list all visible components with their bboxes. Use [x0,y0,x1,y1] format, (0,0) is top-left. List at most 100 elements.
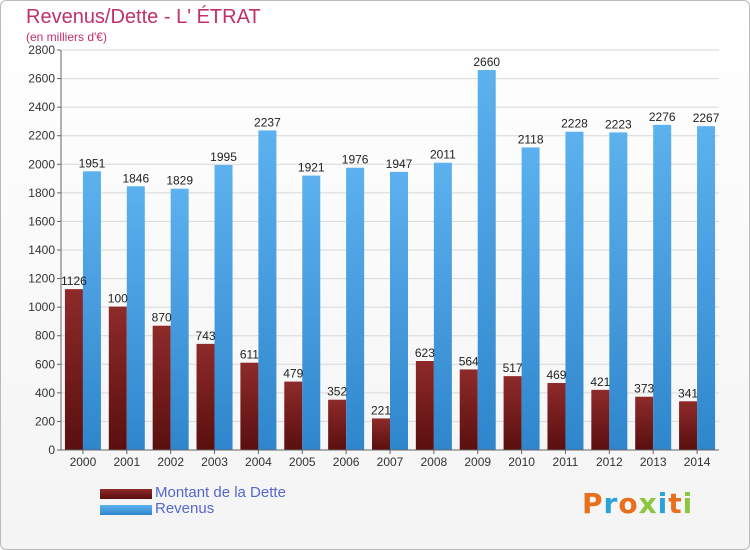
revenue-bar [565,131,584,450]
x-tick-label: 2001 [113,455,140,469]
y-tick-label: 1600 [28,214,55,228]
y-tick-label: 200 [35,414,55,428]
revenue-value-label: 1947 [386,157,413,171]
chart-subtitle: (en milliers d'€) [26,30,107,44]
revenue-value-label: 2118 [518,132,544,146]
debt-value-label: 469 [546,368,566,382]
revenue-bar [390,171,408,450]
revenue-bar [521,147,540,450]
revenue-value-label: 1951 [79,156,106,170]
debt-value-label: 352 [327,385,347,399]
revenue-value-label: 1921 [298,161,325,175]
x-tick-label: 2000 [70,455,97,469]
debt-bar [591,389,610,450]
debt-bar [415,361,434,450]
debt-value-label: 341 [678,386,698,400]
y-tick-label: 400 [35,386,55,400]
x-tick-label: 2004 [245,455,272,469]
logo-letter: o [618,487,639,520]
logo-letter: i [682,487,694,520]
debt-bar [503,376,522,450]
y-tick-label: 2000 [28,157,55,171]
x-tick-label: 2012 [596,455,623,469]
y-tick-label: 2800 [28,43,55,57]
debt-bar [152,325,171,450]
debt-value-label: 564 [459,354,479,368]
x-tick-label: 2013 [640,455,667,469]
debt-value-label: 373 [634,382,654,396]
debt-bar [196,343,215,450]
debt-bar [328,399,347,450]
x-tick-label: 2009 [464,455,491,469]
revenue-value-label: 1846 [122,171,149,185]
y-tick-label: 1400 [28,243,55,257]
x-tick-label: 2003 [201,455,228,469]
y-tick-label: 1200 [28,272,55,286]
logo-letter: P [582,487,604,520]
x-tick-label: 2008 [421,455,448,469]
revenue-bar [82,171,101,451]
debt-bar [547,383,566,450]
revenue-bar [697,126,716,451]
logo-letter: i [657,487,669,520]
y-tick-label: 2400 [28,100,55,114]
legend-swatch-revenus [100,505,152,515]
legend-label-revenus: Revenus [155,500,215,517]
x-tick-label: 2007 [377,455,404,469]
revenue-bar [170,188,189,450]
y-tick-label: 0 [48,443,55,457]
y-tick-label: 1000 [28,300,55,314]
revenue-bar [214,165,233,450]
revenue-value-label: 2011 [430,148,456,162]
debt-bar [240,362,259,450]
revenue-value-label: 1995 [210,150,237,164]
y-tick-label: 1800 [28,186,55,200]
debt-bar [679,401,698,450]
debt-bar [64,289,83,450]
debt-value-label: 421 [590,375,610,389]
legend-label-dette: Montant de la Dette [155,484,286,501]
debt-bar [284,381,303,450]
logo-letter: r [603,487,619,520]
revenue-bar [346,167,365,450]
debt-bar [108,306,127,450]
x-tick-label: 2011 [553,455,579,469]
debt-value-label: 1126 [61,274,87,288]
revenue-value-label: 2276 [649,110,676,124]
revenue-bar [477,70,496,450]
debt-value-label: 221 [371,403,391,417]
legend-swatch-dette [100,489,152,499]
debt-bar [459,369,478,450]
revenue-bar [433,162,452,450]
y-tick-label: 800 [35,329,55,343]
revenue-value-label: 1829 [166,174,193,188]
y-tick-label: 600 [35,357,55,371]
x-tick-label: 2010 [508,455,535,469]
proxiti-logo: Proxiti [582,487,693,520]
revenue-bar [302,175,321,451]
logo-letter: x [638,487,658,520]
x-tick-label: 2005 [289,455,316,469]
revenue-value-label: 2223 [605,117,632,131]
debt-value-label: 743 [196,329,216,343]
x-tick-label: 2002 [157,455,184,469]
revenue-value-label: 2237 [254,115,281,129]
debt-bar [635,396,654,450]
revenue-bar [126,186,145,451]
debt-value-label: 100 [108,292,128,306]
revenue-bar [258,130,277,450]
y-tick-label: 2200 [28,129,55,143]
debt-value-label: 517 [503,361,523,375]
x-tick-label: 2006 [333,455,360,469]
x-tick-label: 2014 [684,455,711,469]
revenue-bar [609,132,628,450]
debt-value-label: 870 [152,311,172,325]
revenue-value-label: 2267 [693,111,720,125]
revenue-value-label: 1976 [342,153,369,167]
chart-title: Revenus/Dette - L' ÉTRAT [26,6,261,28]
revenue-value-label: 2660 [473,55,500,69]
debt-value-label: 611 [240,348,259,362]
debt-bar [372,418,390,450]
y-tick-label: 2600 [28,72,55,86]
